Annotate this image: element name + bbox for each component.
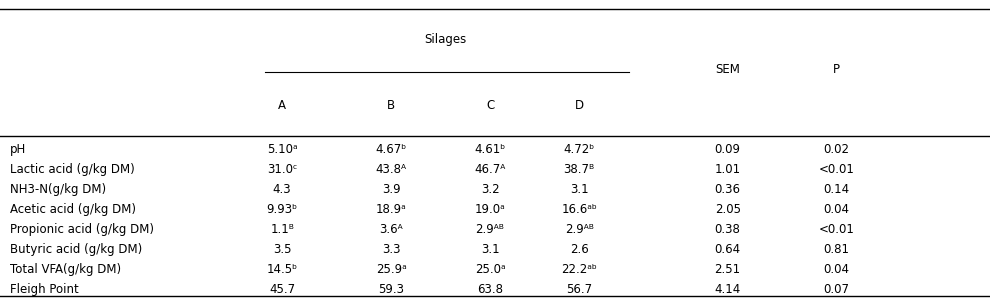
- Text: 14.5ᵇ: 14.5ᵇ: [266, 263, 298, 276]
- Text: 3.5: 3.5: [273, 243, 291, 256]
- Text: 2.05: 2.05: [715, 204, 741, 217]
- Text: Silages: Silages: [425, 33, 466, 46]
- Text: 1.1ᴮ: 1.1ᴮ: [270, 223, 294, 236]
- Text: B: B: [387, 99, 395, 112]
- Text: 16.6ᵃᵇ: 16.6ᵃᵇ: [561, 204, 597, 217]
- Text: Lactic acid (g/kg DM): Lactic acid (g/kg DM): [10, 163, 135, 176]
- Text: 25.0ᵃ: 25.0ᵃ: [475, 263, 505, 276]
- Text: 59.3: 59.3: [378, 284, 404, 297]
- Text: 19.0ᵃ: 19.0ᵃ: [474, 204, 506, 217]
- Text: 9.93ᵇ: 9.93ᵇ: [266, 204, 298, 217]
- Text: 45.7: 45.7: [269, 284, 295, 297]
- Text: A: A: [278, 99, 286, 112]
- Text: C: C: [486, 99, 494, 112]
- Text: 4.72ᵇ: 4.72ᵇ: [563, 143, 595, 156]
- Text: 0.38: 0.38: [715, 223, 741, 236]
- Text: 0.09: 0.09: [715, 143, 741, 156]
- Text: 0.07: 0.07: [824, 284, 849, 297]
- Text: 3.2: 3.2: [481, 183, 499, 196]
- Text: <0.01: <0.01: [819, 223, 854, 236]
- Text: Butyric acid (g/kg DM): Butyric acid (g/kg DM): [10, 243, 143, 256]
- Text: SEM: SEM: [715, 63, 741, 76]
- Text: 3.6ᴬ: 3.6ᴬ: [379, 223, 403, 236]
- Text: <0.01: <0.01: [819, 163, 854, 176]
- Text: 2.9ᴬᴮ: 2.9ᴬᴮ: [475, 223, 505, 236]
- Text: NH3-N(g/kg DM): NH3-N(g/kg DM): [10, 183, 106, 196]
- Text: 3.1: 3.1: [481, 243, 499, 256]
- Text: 63.8: 63.8: [477, 284, 503, 297]
- Text: 22.2ᵃᵇ: 22.2ᵃᵇ: [561, 263, 597, 276]
- Text: 0.04: 0.04: [824, 263, 849, 276]
- Text: 3.1: 3.1: [570, 183, 588, 196]
- Text: P: P: [833, 63, 841, 76]
- Text: 18.9ᵃ: 18.9ᵃ: [375, 204, 407, 217]
- Text: Total VFA(g/kg DM): Total VFA(g/kg DM): [10, 263, 121, 276]
- Text: 0.81: 0.81: [824, 243, 849, 256]
- Text: Propionic acid (g/kg DM): Propionic acid (g/kg DM): [10, 223, 153, 236]
- Text: 1.01: 1.01: [715, 163, 741, 176]
- Text: 3.3: 3.3: [382, 243, 400, 256]
- Text: 56.7: 56.7: [566, 284, 592, 297]
- Text: 25.9ᵃ: 25.9ᵃ: [375, 263, 407, 276]
- Text: 38.7ᴮ: 38.7ᴮ: [563, 163, 595, 176]
- Text: 2.6: 2.6: [570, 243, 588, 256]
- Text: 4.3: 4.3: [273, 183, 291, 196]
- Text: Acetic acid (g/kg DM): Acetic acid (g/kg DM): [10, 204, 136, 217]
- Text: 4.67ᵇ: 4.67ᵇ: [375, 143, 407, 156]
- Text: 2.51: 2.51: [715, 263, 741, 276]
- Text: 43.8ᴬ: 43.8ᴬ: [375, 163, 407, 176]
- Text: 0.36: 0.36: [715, 183, 741, 196]
- Text: 46.7ᴬ: 46.7ᴬ: [474, 163, 506, 176]
- Text: 3.9: 3.9: [382, 183, 400, 196]
- Text: 0.14: 0.14: [824, 183, 849, 196]
- Text: 31.0ᶜ: 31.0ᶜ: [267, 163, 297, 176]
- Text: 0.64: 0.64: [715, 243, 741, 256]
- Text: pH: pH: [10, 143, 26, 156]
- Text: 4.14: 4.14: [715, 284, 741, 297]
- Text: Fleigh Point: Fleigh Point: [10, 284, 78, 297]
- Text: 4.61ᵇ: 4.61ᵇ: [474, 143, 506, 156]
- Text: 5.10ᵃ: 5.10ᵃ: [267, 143, 297, 156]
- Text: D: D: [574, 99, 584, 112]
- Text: 0.02: 0.02: [824, 143, 849, 156]
- Text: 0.04: 0.04: [824, 204, 849, 217]
- Text: 2.9ᴬᴮ: 2.9ᴬᴮ: [564, 223, 594, 236]
